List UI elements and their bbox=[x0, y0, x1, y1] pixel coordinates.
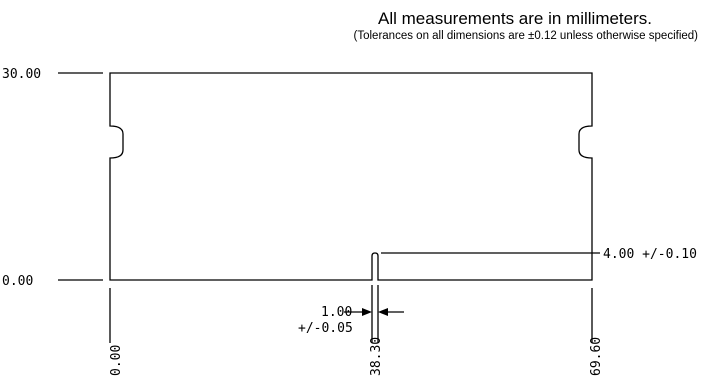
notch-width-arrowhead-right bbox=[378, 308, 388, 316]
notch-width-value: 1.00 bbox=[321, 305, 352, 320]
part-outline bbox=[109, 72, 593, 281]
tolerance-note: (Tolerances on all dimensions are ±0.12 … bbox=[353, 30, 698, 42]
x-left-label: 0.00 bbox=[109, 345, 124, 376]
x-right-label: 69.60 bbox=[589, 337, 604, 376]
notch-width-tolerance: +/-0.05 bbox=[298, 321, 353, 336]
notch-width-arrowhead-left bbox=[362, 308, 372, 316]
y-top-label: 30.00 bbox=[2, 67, 41, 82]
notch-depth-label: 4.00 +/-0.10 bbox=[603, 247, 697, 262]
units-note: All measurements are in millimeters. bbox=[378, 9, 652, 28]
x-notch-label: 38.30 bbox=[369, 337, 384, 376]
y-bottom-label: 0.00 bbox=[2, 274, 33, 289]
